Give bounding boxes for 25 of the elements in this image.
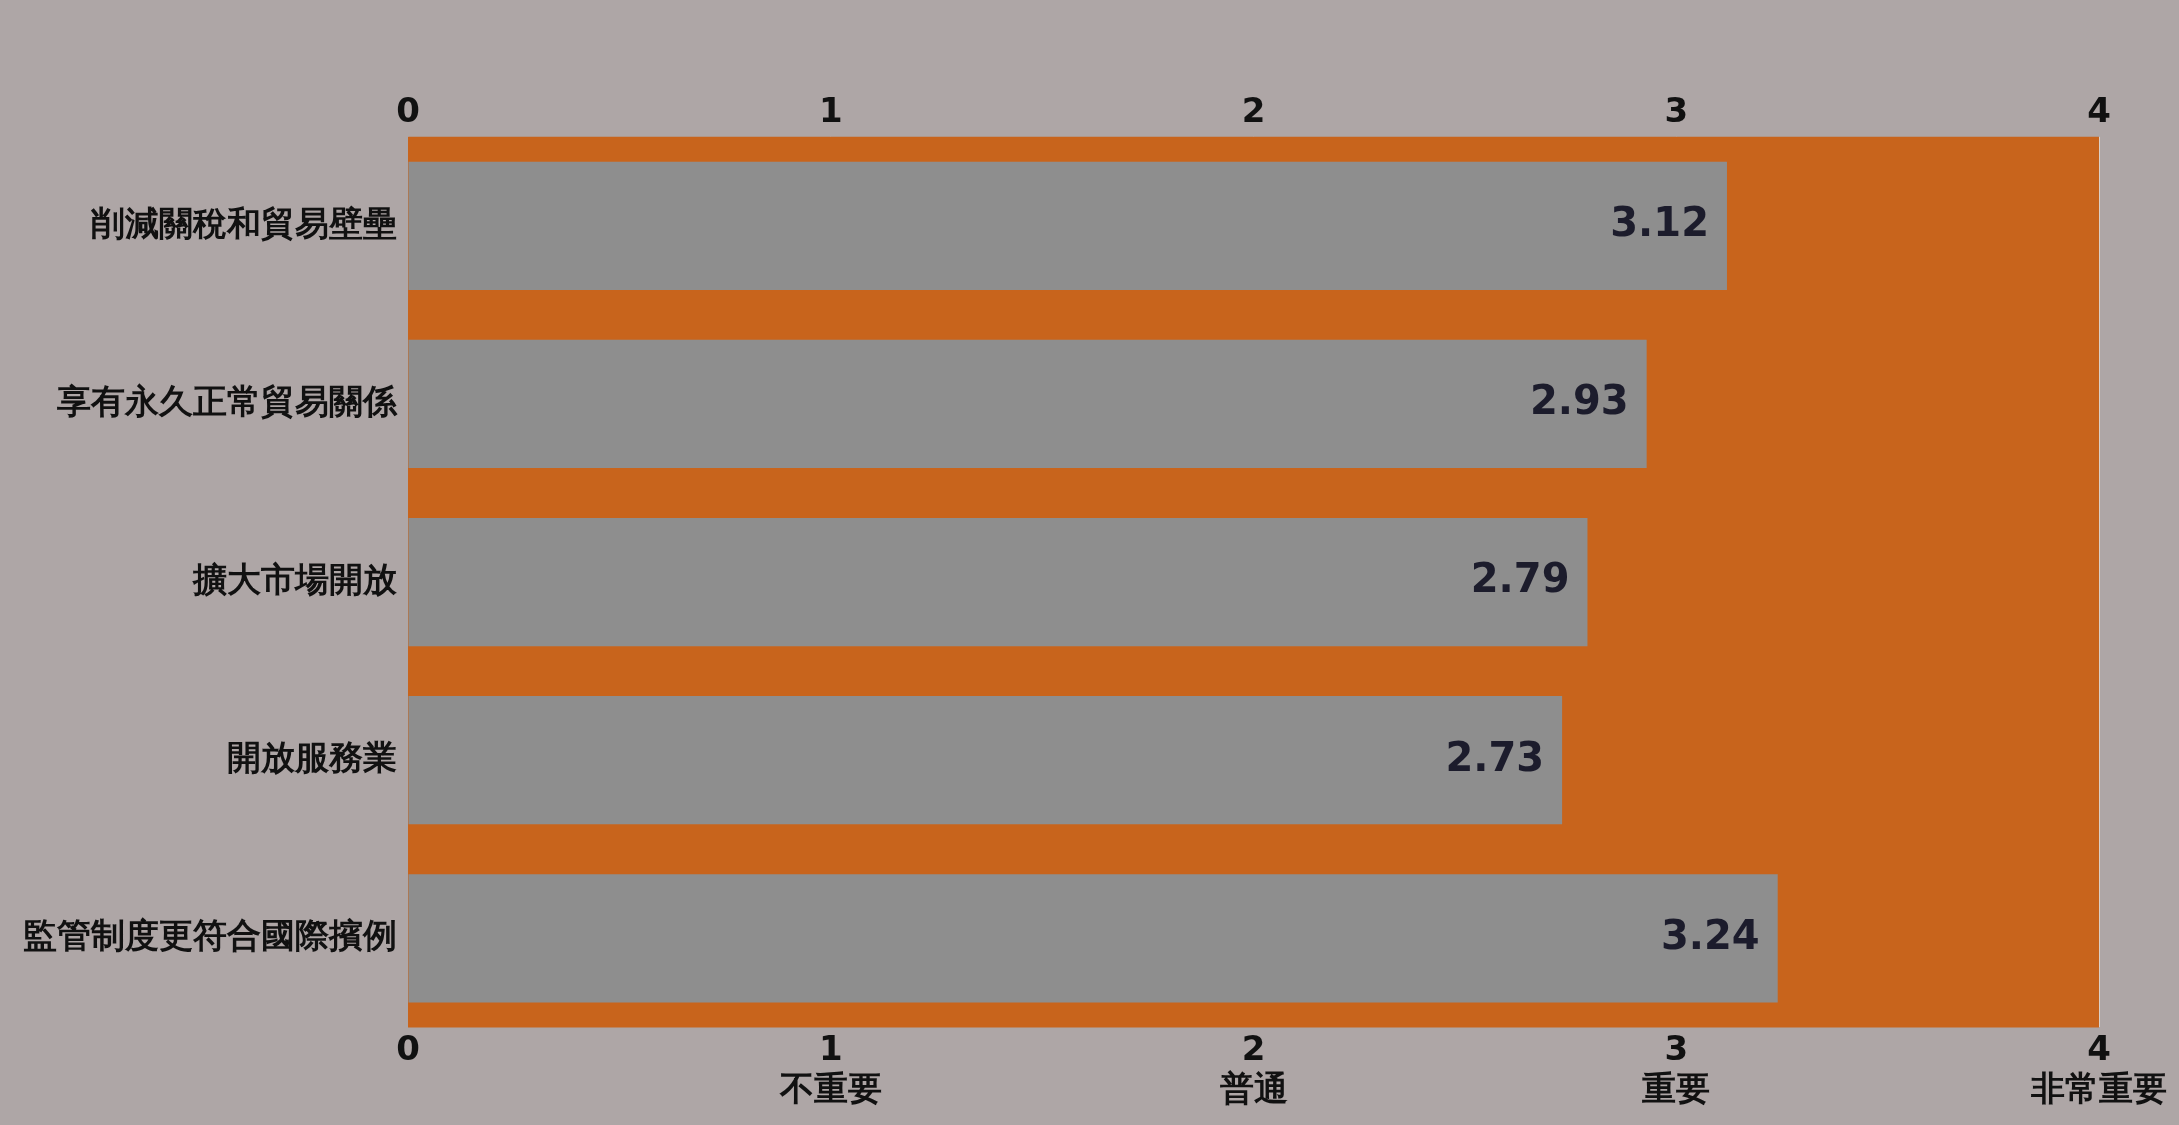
x2-tick-label: 4 xyxy=(2087,90,2111,131)
x-tick-label: 3 重要 xyxy=(1642,1027,1711,1109)
data-label: 2.79 xyxy=(1470,555,1570,602)
x2-tick-label: 3 xyxy=(1664,90,1689,131)
x2-tick-label: 1 xyxy=(818,90,843,131)
y-tick-label: 開放服務業 xyxy=(227,737,397,778)
x2-tick-label: 0 xyxy=(396,90,420,131)
y-tick-label: 削減關稅和貿易壁壘 xyxy=(90,202,397,243)
x-tick-label: 1 不重要 xyxy=(778,1027,882,1109)
y-tick-label: 監管制度更符合國際擯例 xyxy=(23,915,397,956)
bar xyxy=(408,696,1563,825)
x-tick-label: 0 xyxy=(396,1027,420,1068)
data-label: 2.93 xyxy=(1529,377,1629,424)
data-label: 3.24 xyxy=(1661,911,1760,958)
data-label: 3.12 xyxy=(1610,199,1709,246)
x-tick-label: 4 非常重要 xyxy=(2030,1027,2167,1109)
bar xyxy=(408,161,1727,290)
bar xyxy=(408,339,1647,469)
bar xyxy=(408,874,1778,1003)
y-tick-label: 擴大市場開放 xyxy=(192,558,397,599)
x-tick-label: 2 普通 xyxy=(1219,1027,1288,1109)
x2-tick-label: 2 xyxy=(1241,90,1266,131)
data-label: 2.73 xyxy=(1445,733,1545,780)
y-tick-label: 享有永久正常貿易關係 xyxy=(56,380,398,421)
bar xyxy=(408,517,1588,647)
